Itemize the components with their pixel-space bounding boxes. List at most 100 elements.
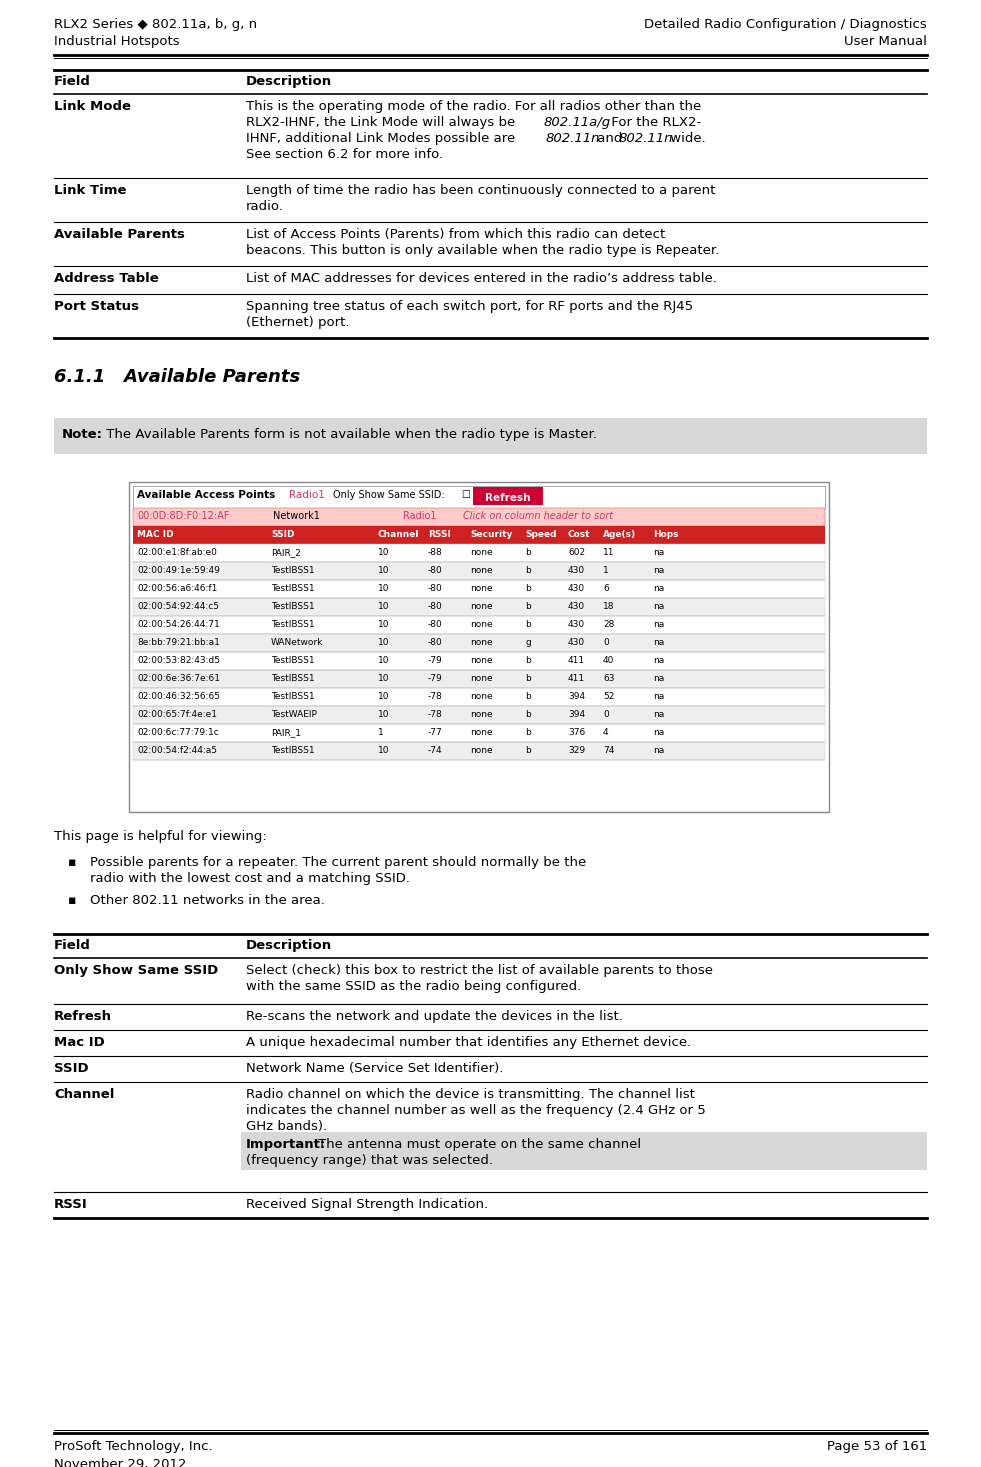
Text: -80: -80: [428, 566, 442, 575]
Text: ProSoft Technology, Inc.: ProSoft Technology, Inc.: [54, 1441, 213, 1452]
Text: RLX2 Series ◆ 802.11a, b, g, n: RLX2 Series ◆ 802.11a, b, g, n: [54, 18, 257, 31]
Text: 4: 4: [603, 728, 608, 736]
Text: Description: Description: [246, 939, 333, 952]
Text: ▪: ▪: [68, 893, 77, 907]
Text: b: b: [525, 601, 531, 610]
Text: TestIBSS1: TestIBSS1: [271, 656, 315, 665]
Text: 10: 10: [378, 549, 389, 557]
Bar: [133, 486, 825, 508]
Text: MAC ID: MAC ID: [137, 530, 174, 538]
Text: -80: -80: [428, 584, 442, 593]
Text: and: and: [593, 132, 627, 145]
Text: 02:00:6e:36:7e:61: 02:00:6e:36:7e:61: [137, 673, 220, 684]
Text: Hops: Hops: [653, 530, 679, 538]
Text: na: na: [653, 584, 664, 593]
Text: none: none: [470, 656, 492, 665]
Text: 10: 10: [378, 673, 389, 684]
Bar: [133, 634, 825, 651]
Text: none: none: [470, 638, 492, 647]
Text: RSSI: RSSI: [428, 530, 451, 538]
Text: 63: 63: [603, 673, 614, 684]
Text: TestIBSS1: TestIBSS1: [271, 692, 315, 701]
Text: -77: -77: [428, 728, 442, 736]
Text: 10: 10: [378, 710, 389, 719]
Text: with the same SSID as the radio being configured.: with the same SSID as the radio being co…: [246, 980, 582, 993]
Text: 18: 18: [603, 601, 614, 610]
Bar: [133, 706, 825, 725]
Text: RSSI: RSSI: [54, 1199, 87, 1210]
Text: b: b: [525, 549, 531, 557]
Text: TestIBSS1: TestIBSS1: [271, 601, 315, 610]
Text: 1: 1: [378, 728, 384, 736]
Text: b: b: [525, 673, 531, 684]
Text: Radio1: Radio1: [289, 490, 325, 500]
Text: ☐: ☐: [461, 490, 470, 500]
Text: Speed: Speed: [525, 530, 556, 538]
Bar: [133, 616, 825, 634]
Text: Channel: Channel: [378, 530, 420, 538]
Text: 802.11a/g: 802.11a/g: [544, 116, 611, 129]
Text: Length of time the radio has been continuously connected to a parent: Length of time the radio has been contin…: [246, 183, 715, 197]
Text: Received Signal Strength Indication.: Received Signal Strength Indication.: [246, 1199, 489, 1210]
Text: . For the RLX2-: . For the RLX2-: [603, 116, 701, 129]
Text: Note:: Note:: [62, 428, 103, 442]
Text: See section 6.2 for more info.: See section 6.2 for more info.: [246, 148, 443, 161]
Text: 329: 329: [568, 747, 585, 756]
Text: b: b: [525, 656, 531, 665]
Text: Only Show Same SSID:: Only Show Same SSID:: [333, 490, 444, 500]
Text: 376: 376: [568, 728, 586, 736]
Text: Field: Field: [54, 75, 91, 88]
Text: none: none: [470, 584, 492, 593]
Bar: [129, 483, 829, 813]
Text: Possible parents for a repeater. The current parent should normally be the: Possible parents for a repeater. The cur…: [90, 857, 587, 868]
Text: 00:0D:8D:F0:12:AF: 00:0D:8D:F0:12:AF: [137, 511, 230, 521]
Text: 02:00:46:32:56:65: 02:00:46:32:56:65: [137, 692, 220, 701]
Text: b: b: [525, 692, 531, 701]
Text: 430: 430: [568, 601, 585, 610]
Text: RLX2-IHNF, the Link Mode will always be: RLX2-IHNF, the Link Mode will always be: [246, 116, 520, 129]
Bar: [133, 651, 825, 670]
Text: b: b: [525, 728, 531, 736]
Text: na: na: [653, 621, 664, 629]
Text: none: none: [470, 621, 492, 629]
Text: Available Access Points: Available Access Points: [137, 490, 276, 500]
Text: 1: 1: [603, 566, 609, 575]
Text: -80: -80: [428, 601, 442, 610]
Text: List of Access Points (Parents) from which this radio can detect: List of Access Points (Parents) from whi…: [246, 227, 665, 241]
Text: Security: Security: [470, 530, 512, 538]
Text: none: none: [470, 710, 492, 719]
Text: na: na: [653, 728, 664, 736]
Text: 11: 11: [603, 549, 614, 557]
Text: Network1: Network1: [273, 511, 320, 521]
Text: 602: 602: [568, 549, 585, 557]
Text: beacons. This button is only available when the radio type is Repeater.: beacons. This button is only available w…: [246, 244, 719, 257]
Text: 10: 10: [378, 692, 389, 701]
Text: ▪: ▪: [68, 857, 77, 868]
Text: Refresh: Refresh: [54, 1009, 112, 1022]
Text: Age(s): Age(s): [603, 530, 636, 538]
Text: 02:00:54:26:44:71: 02:00:54:26:44:71: [137, 621, 220, 629]
Text: Radio channel on which the device is transmitting. The channel list: Radio channel on which the device is tra…: [246, 1089, 695, 1102]
Text: 0: 0: [603, 710, 609, 719]
Bar: [133, 742, 825, 760]
Text: radio with the lowest cost and a matching SSID.: radio with the lowest cost and a matchin…: [90, 871, 410, 885]
Text: 02:00:54:92:44:c5: 02:00:54:92:44:c5: [137, 601, 219, 610]
Text: GHz bands).: GHz bands).: [246, 1119, 327, 1133]
Text: A unique hexadecimal number that identifies any Ethernet device.: A unique hexadecimal number that identif…: [246, 1036, 692, 1049]
Text: Spanning tree status of each switch port, for RF ports and the RJ45: Spanning tree status of each switch port…: [246, 299, 694, 312]
Text: PAIR_1: PAIR_1: [271, 728, 301, 736]
Text: Other 802.11 networks in the area.: Other 802.11 networks in the area.: [90, 893, 325, 907]
Text: November 29, 2012: November 29, 2012: [54, 1458, 186, 1467]
Text: Mac ID: Mac ID: [54, 1036, 105, 1049]
Text: Port Status: Port Status: [54, 299, 139, 312]
Text: Channel: Channel: [54, 1089, 115, 1102]
Text: Click on column header to sort: Click on column header to sort: [463, 511, 613, 521]
Text: 430: 430: [568, 566, 585, 575]
Text: User Manual: User Manual: [844, 35, 927, 48]
Text: 02:00:56:a6:46:f1: 02:00:56:a6:46:f1: [137, 584, 218, 593]
Text: 430: 430: [568, 638, 585, 647]
Text: Select (check) this box to restrict the list of available parents to those: Select (check) this box to restrict the …: [246, 964, 713, 977]
Text: 6: 6: [603, 584, 609, 593]
Text: 02:00:53:82:43:d5: 02:00:53:82:43:d5: [137, 656, 220, 665]
Text: Re-scans the network and update the devices in the list.: Re-scans the network and update the devi…: [246, 1009, 623, 1022]
